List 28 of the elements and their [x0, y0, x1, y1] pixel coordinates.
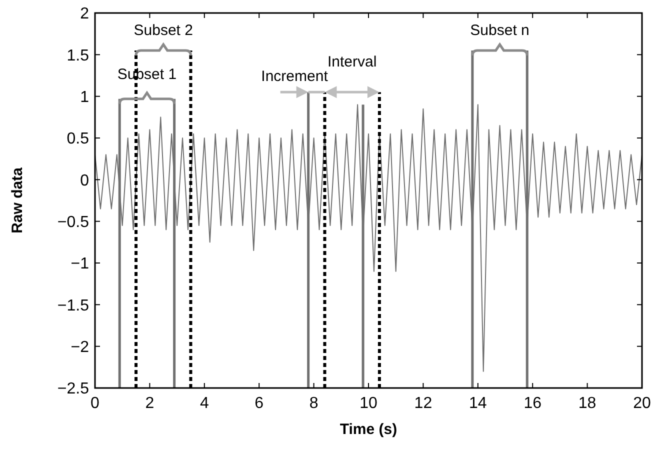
x-tick-label: 4 — [200, 395, 209, 412]
y-tick-label: −0.5 — [57, 214, 90, 231]
y-tick-label: −2.5 — [57, 380, 90, 398]
x-tick-label: 18 — [578, 395, 596, 412]
y-tick-label: −1.5 — [57, 297, 90, 314]
x-tick-label: 10 — [360, 395, 378, 412]
y-axis-title: Raw data — [9, 166, 26, 234]
annotation: Increment — [261, 68, 329, 85]
y-tick-label: −2 — [70, 338, 90, 356]
y-tick-label: −1 — [70, 256, 90, 273]
y-tick-label: 0.5 — [66, 130, 90, 148]
x-tick-label: 14 — [469, 395, 487, 412]
x-tick-label: 2 — [145, 395, 154, 412]
x-axis-title: Time (s) — [340, 421, 398, 438]
x-tick-label: 20 — [633, 395, 651, 412]
annotation: Interval — [327, 54, 377, 71]
annotation: Subset 1 — [117, 66, 177, 84]
annotation: Subset 2 — [134, 22, 193, 39]
x-tick-label: 16 — [524, 395, 542, 412]
annotation: Subset n — [470, 22, 530, 39]
y-tick-label: 2 — [80, 6, 90, 23]
x-tick-label: 8 — [309, 395, 318, 412]
y-tick-label: 1.5 — [66, 47, 90, 64]
y-tick-label: 1 — [80, 88, 90, 106]
x-tick-label: 0 — [90, 395, 100, 412]
y-tick-label: 0 — [80, 172, 90, 190]
x-tick-label: 12 — [414, 395, 432, 412]
x-tick-label: 6 — [254, 395, 264, 412]
